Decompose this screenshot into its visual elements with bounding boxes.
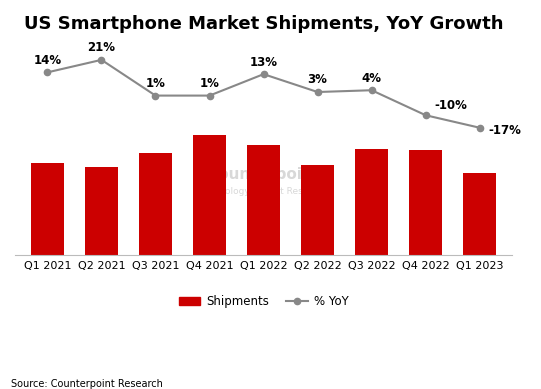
Text: 13%: 13% — [249, 56, 278, 68]
Bar — [463, 173, 497, 255]
Bar — [355, 149, 388, 255]
Text: 1%: 1% — [200, 77, 220, 90]
Text: -10%: -10% — [434, 100, 467, 112]
Legend: Shipments, % YoY: Shipments, % YoY — [174, 290, 353, 313]
Bar — [85, 167, 118, 255]
Text: -17%: -17% — [488, 124, 521, 137]
Text: 1%: 1% — [146, 77, 166, 90]
Text: 21%: 21% — [88, 41, 115, 54]
Bar — [138, 153, 172, 255]
Text: 14%: 14% — [34, 54, 62, 67]
Text: 4%: 4% — [361, 72, 381, 85]
Text: Source: Counterpoint Research: Source: Counterpoint Research — [11, 379, 163, 389]
Bar — [301, 165, 334, 255]
Bar — [409, 151, 443, 255]
Text: Technology Market Research: Technology Market Research — [199, 187, 328, 196]
Bar — [193, 135, 226, 255]
Title: US Smartphone Market Shipments, YoY Growth: US Smartphone Market Shipments, YoY Grow… — [24, 15, 503, 33]
Bar — [247, 145, 280, 255]
Text: 3%: 3% — [308, 74, 327, 86]
Bar — [31, 163, 64, 255]
Text: Counterpoint: Counterpoint — [207, 167, 320, 182]
